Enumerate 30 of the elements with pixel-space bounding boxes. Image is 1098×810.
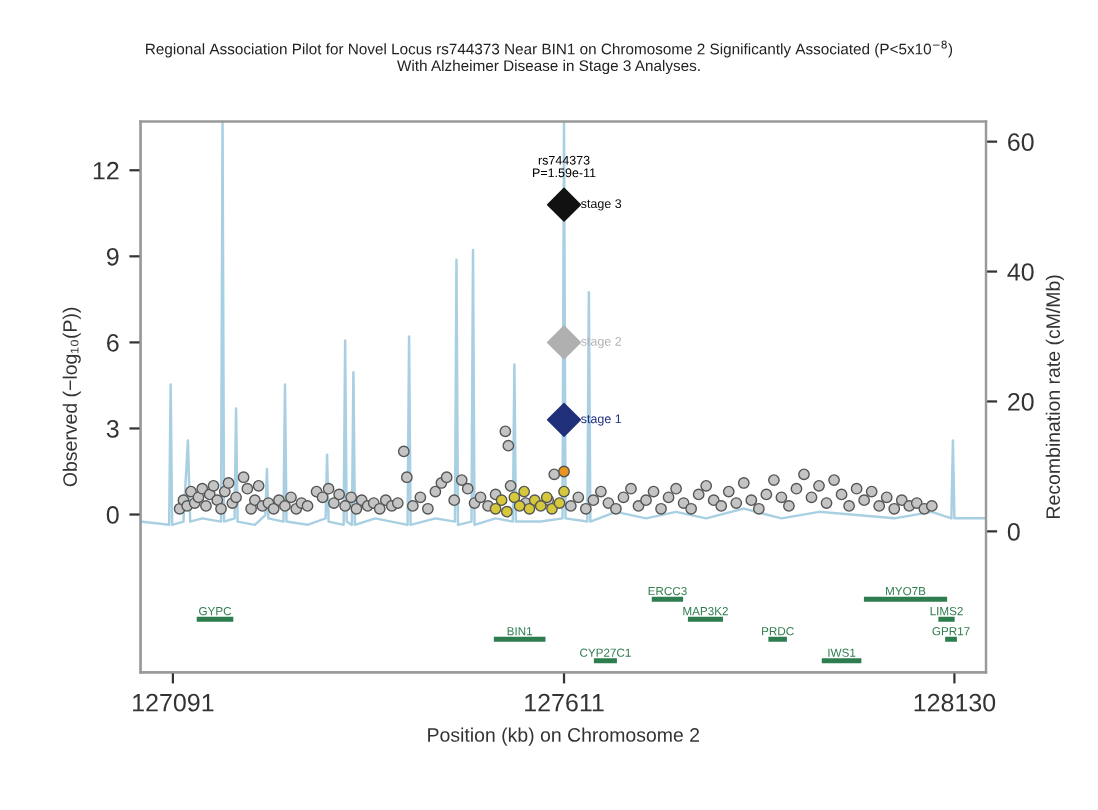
point: [534, 500, 547, 512]
y-tick-label: 12: [93, 161, 119, 180]
y-tick-label: 9: [106, 247, 119, 266]
point: [513, 500, 526, 512]
y2-tick-label: 60: [1008, 133, 1034, 151]
y-tick-label: 3: [106, 420, 119, 438]
y2-axis-title: Recombination rate (cM/Mb): [1045, 275, 1064, 518]
y-axis-title: Observed (−log₁₀(P)): [62, 307, 81, 487]
x-axis-title: Position (kb) on Chromosome 2: [428, 727, 700, 746]
point: [546, 502, 558, 515]
point: [518, 485, 531, 498]
point: [508, 491, 521, 504]
y2-tick-label: 20: [1008, 393, 1034, 411]
point: [489, 502, 502, 515]
point: [546, 402, 582, 437]
point: [500, 505, 513, 518]
y-tick-label: 6: [107, 334, 119, 352]
y2-tick-label: 0: [1007, 522, 1020, 541]
point: [553, 497, 566, 509]
point: [495, 494, 508, 507]
x-tick-label: 127091: [133, 693, 214, 712]
x-tick-label: 128130: [914, 693, 996, 712]
y-tick-label: 0: [106, 506, 119, 524]
point: [558, 485, 570, 498]
y2-tick-label: 40: [1007, 263, 1034, 281]
point: [558, 465, 570, 478]
point: [546, 325, 582, 360]
x-tick-label: 127611: [525, 693, 604, 712]
point: [523, 502, 536, 515]
point: [546, 187, 582, 222]
